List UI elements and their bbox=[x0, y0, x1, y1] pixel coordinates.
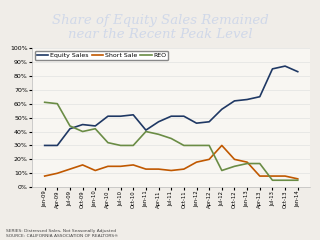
Short Sale bbox=[195, 161, 198, 164]
REO bbox=[195, 144, 198, 147]
REO bbox=[43, 101, 47, 104]
REO bbox=[55, 102, 59, 105]
Equity Sales bbox=[283, 65, 287, 67]
Equity Sales bbox=[68, 127, 72, 130]
Equity Sales bbox=[156, 120, 160, 123]
REO bbox=[131, 144, 135, 147]
Line: Equity Sales: Equity Sales bbox=[45, 66, 298, 145]
Short Sale bbox=[55, 172, 59, 175]
Short Sale bbox=[93, 169, 97, 172]
Text: near the Recent Peak Level: near the Recent Peak Level bbox=[68, 28, 252, 41]
Legend: Equity Sales, Short Sale, REO: Equity Sales, Short Sale, REO bbox=[35, 51, 168, 60]
Short Sale bbox=[68, 168, 72, 171]
REO bbox=[169, 137, 173, 140]
Short Sale bbox=[258, 175, 262, 178]
REO bbox=[106, 141, 110, 144]
Short Sale bbox=[43, 175, 47, 178]
REO bbox=[182, 144, 186, 147]
REO bbox=[283, 179, 287, 182]
REO bbox=[93, 127, 97, 130]
Equity Sales bbox=[93, 125, 97, 127]
Short Sale bbox=[245, 161, 249, 164]
Equity Sales bbox=[43, 144, 47, 147]
Short Sale bbox=[207, 158, 211, 161]
REO bbox=[144, 130, 148, 133]
Short Sale bbox=[220, 144, 224, 147]
Equity Sales bbox=[81, 123, 84, 126]
Short Sale bbox=[156, 168, 160, 171]
REO bbox=[270, 179, 274, 182]
REO bbox=[156, 133, 160, 136]
Equity Sales bbox=[119, 115, 123, 118]
REO bbox=[207, 144, 211, 147]
REO bbox=[233, 165, 236, 168]
Equity Sales bbox=[55, 144, 59, 147]
Short Sale bbox=[182, 168, 186, 171]
Line: Short Sale: Short Sale bbox=[45, 145, 298, 179]
REO bbox=[81, 130, 84, 133]
Equity Sales bbox=[195, 122, 198, 125]
Short Sale bbox=[106, 165, 110, 168]
Line: REO: REO bbox=[45, 102, 298, 180]
Equity Sales bbox=[207, 120, 211, 123]
REO bbox=[245, 162, 249, 165]
Short Sale bbox=[119, 165, 123, 168]
Short Sale bbox=[233, 158, 236, 161]
Equity Sales bbox=[131, 113, 135, 116]
Equity Sales bbox=[106, 115, 110, 118]
Text: Share of Equity Sales Remained: Share of Equity Sales Remained bbox=[52, 14, 268, 27]
Equity Sales bbox=[270, 67, 274, 70]
Short Sale bbox=[144, 168, 148, 171]
Equity Sales bbox=[245, 98, 249, 101]
REO bbox=[258, 162, 262, 165]
Text: SERIES: Distressed Sales, Not Seasonally Adjusted
SOURCE: CALIFORNIA ASSOCIATION: SERIES: Distressed Sales, Not Seasonally… bbox=[6, 229, 119, 238]
REO bbox=[68, 125, 72, 127]
REO bbox=[220, 169, 224, 172]
Short Sale bbox=[81, 163, 84, 166]
REO bbox=[119, 144, 123, 147]
Short Sale bbox=[283, 175, 287, 178]
Short Sale bbox=[169, 169, 173, 172]
Equity Sales bbox=[220, 108, 224, 111]
Equity Sales bbox=[144, 129, 148, 132]
Equity Sales bbox=[233, 99, 236, 102]
Equity Sales bbox=[258, 95, 262, 98]
Equity Sales bbox=[182, 115, 186, 118]
Short Sale bbox=[296, 177, 300, 180]
REO bbox=[296, 179, 300, 182]
Short Sale bbox=[131, 163, 135, 166]
Equity Sales bbox=[296, 70, 300, 73]
Equity Sales bbox=[169, 115, 173, 118]
Short Sale bbox=[270, 175, 274, 178]
